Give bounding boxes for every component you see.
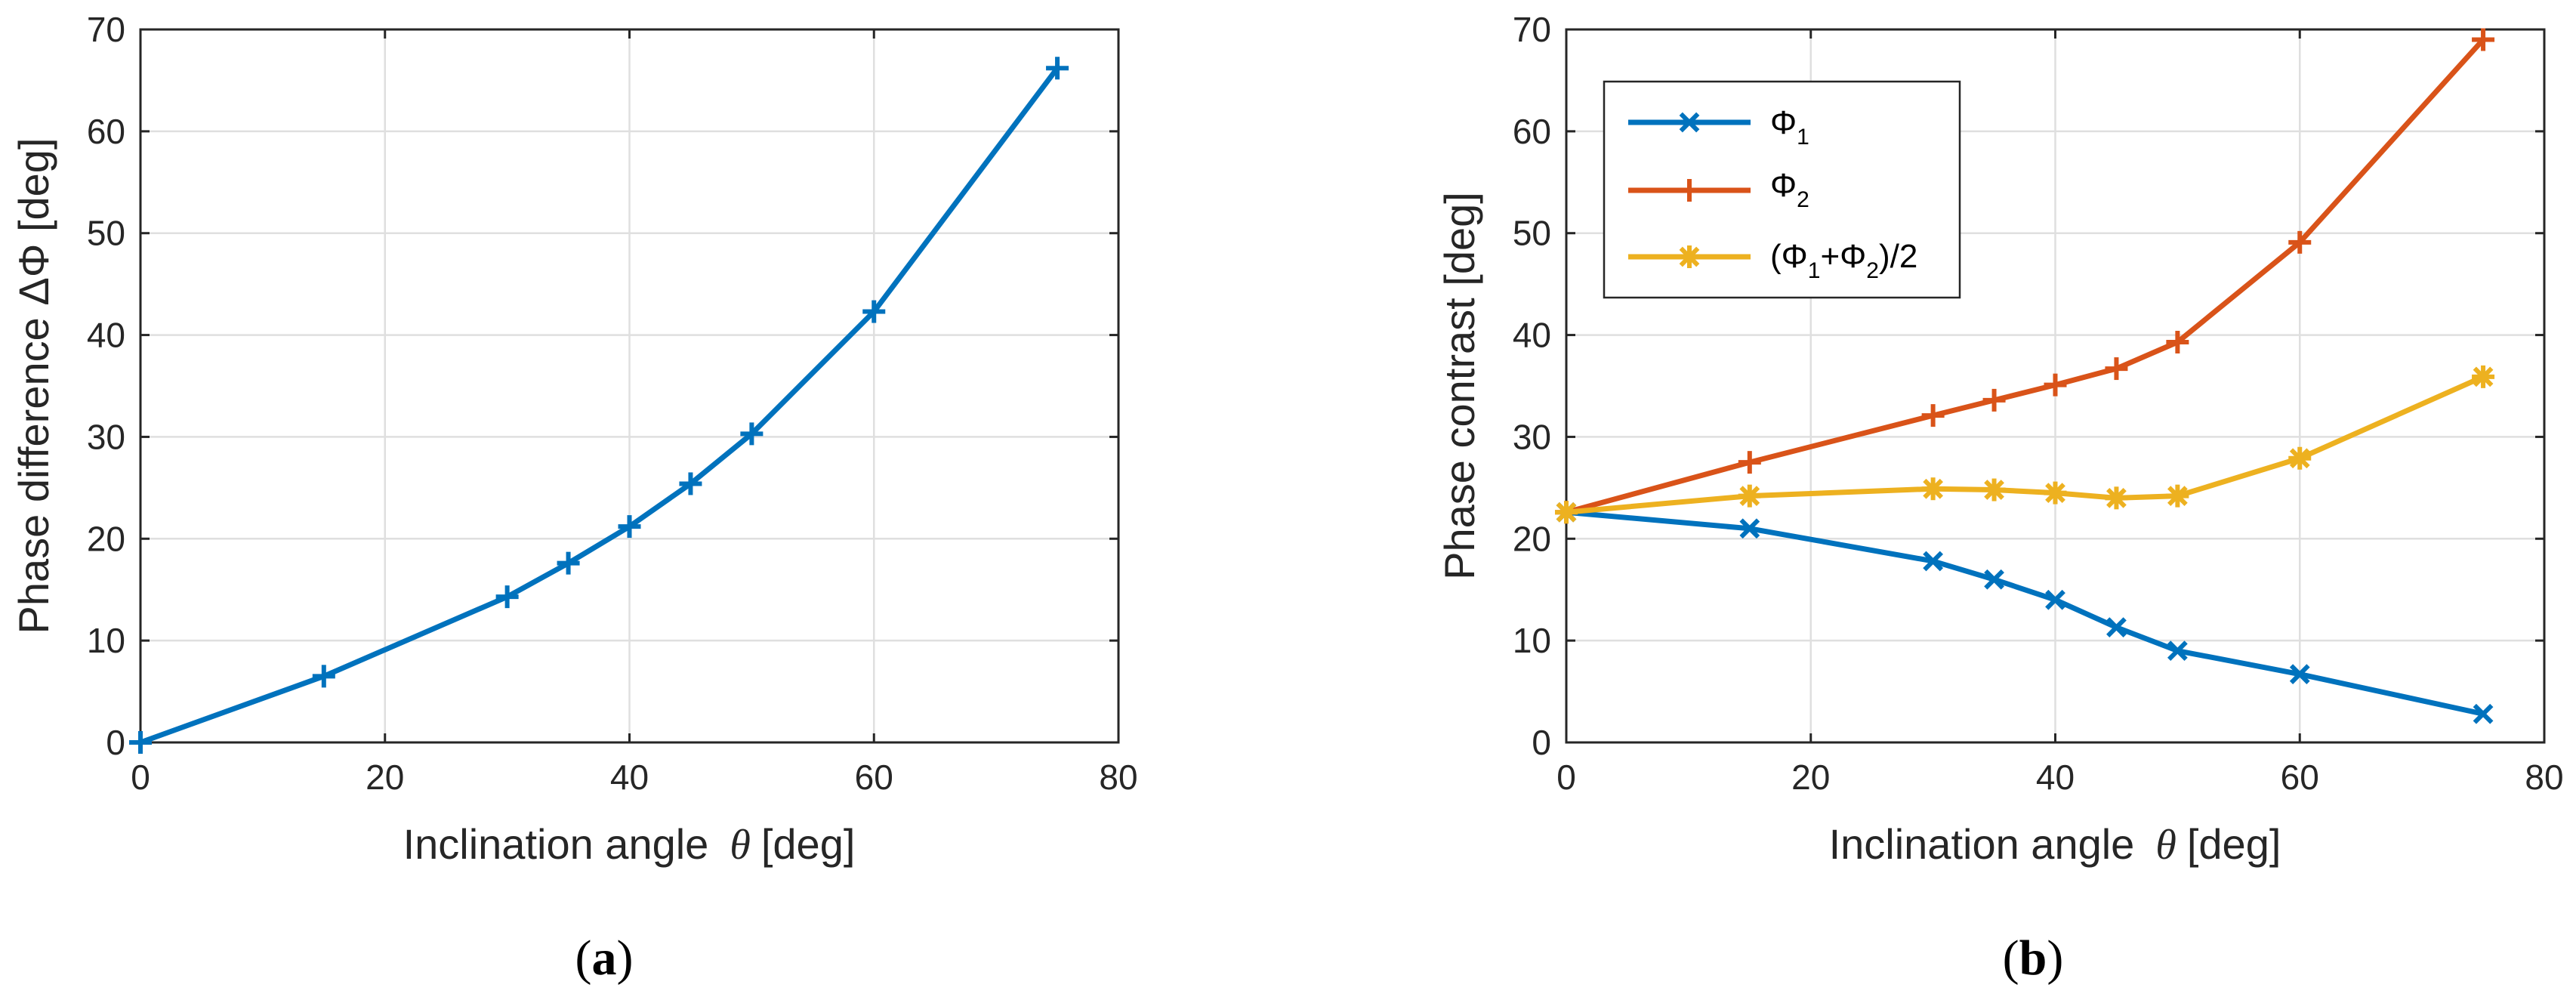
- legend-swatch-marker: [1679, 112, 1700, 133]
- b-ytick-label: 30: [1513, 417, 1551, 456]
- legend-label-phi1: Φ1: [1770, 104, 1809, 150]
- legend-swatch-phi1: [1628, 112, 1751, 133]
- legend-swatch-phi2: [1628, 179, 1751, 202]
- a-ytick-label: 60: [87, 112, 125, 151]
- b-ytick-label: 10: [1513, 621, 1551, 660]
- b-series-2-point: [1555, 501, 1578, 524]
- legend-item-phi1: Φ1: [1628, 104, 1809, 150]
- b-series-0-point: [1984, 569, 2004, 590]
- b-series-2-point: [2288, 446, 2312, 470]
- legend-item-phi2: Φ2: [1628, 167, 1809, 212]
- ylabel-a: Phase difference ΔΦ [deg]: [10, 137, 57, 634]
- b-xtick-label: 60: [2281, 758, 2319, 797]
- caption-b: (b): [2003, 930, 2064, 986]
- a-series-0-point: [495, 585, 519, 609]
- a-series-0-point: [679, 472, 702, 495]
- b-ytick-label: 40: [1513, 316, 1551, 355]
- a-series-0-point: [312, 665, 335, 688]
- b-ytick-label: 50: [1513, 214, 1551, 253]
- b-series-2-point: [2472, 365, 2495, 388]
- b-series-0-point: [2289, 664, 2310, 685]
- a-ytick-label: 70: [87, 10, 125, 49]
- ticks-b: 0 20 40 60 80 0 10 20 30 40 50 60 70: [1513, 10, 2564, 797]
- b-ytick-label: 60: [1513, 112, 1551, 151]
- b-series-line-0: [1563, 509, 2486, 717]
- b-series-1-point: [2044, 373, 2067, 397]
- b-series-2-point: [1982, 478, 2006, 501]
- legend-swatch-mean: [1628, 245, 1751, 268]
- b-series-1-point: [2472, 28, 2495, 51]
- a-xtick-label: 40: [610, 758, 649, 797]
- xlabel-a: Inclination angle θ [deg]: [403, 820, 856, 869]
- b-xtick-label: 20: [1791, 758, 1830, 797]
- b-ytick-label: 70: [1513, 10, 1551, 49]
- ticks-a: 0 20 40 60 80 0 10 20 30 40 50 60 70: [87, 10, 1138, 797]
- b-series-0-point: [2106, 617, 2127, 637]
- b-series-1-point: [1738, 451, 1761, 474]
- ylabel-b: Phase contrast [deg]: [1436, 192, 1483, 580]
- legend-b: Φ1 Φ2 (Φ1+Φ2)/2: [1603, 80, 1961, 299]
- b-series-2-point: [2166, 484, 2189, 508]
- caption-a: (a): [575, 930, 634, 986]
- b-series-0-point: [2473, 703, 2494, 724]
- a-series-0-point: [1046, 57, 1069, 80]
- b-series-1-point: [2288, 230, 2312, 254]
- b-series-line-2: [1563, 374, 2486, 515]
- b-ytick-label: 20: [1513, 519, 1551, 558]
- b-series-1-point: [1982, 388, 2006, 412]
- a-series-0-point: [740, 422, 764, 446]
- b-series-1-point: [2105, 357, 2128, 381]
- b-xtick-label: 80: [2525, 758, 2563, 797]
- a-series-0-point: [862, 300, 886, 323]
- b-series-0-point: [2045, 589, 2065, 610]
- a-series-0-point: [618, 515, 641, 539]
- a-ytick-label: 40: [87, 316, 125, 355]
- b-series-0-point: [1739, 518, 1760, 539]
- a-ytick-label: 10: [87, 621, 125, 660]
- series-a: [129, 57, 1069, 754]
- b-series-2-point: [2044, 481, 2067, 505]
- b-xtick-label: 40: [2036, 758, 2075, 797]
- legend-label-mean: (Φ1+Φ2)/2: [1770, 238, 1917, 283]
- a-xtick-label: 20: [366, 758, 404, 797]
- a-ytick-label: 0: [106, 723, 125, 762]
- b-ytick-label: 0: [1532, 723, 1551, 762]
- panel-b: 0 20 40 60 80 0 10 20 30 40 50 60 70 Inclination ang…: [1436, 10, 2564, 986]
- b-series-2-point: [1738, 484, 1761, 508]
- b-series-0-point: [2167, 640, 2188, 661]
- b-series-0-point: [1923, 551, 1943, 572]
- a-series-0-point: [557, 551, 580, 575]
- b-series-2-point: [1921, 477, 1945, 501]
- b-series-1-point: [2166, 331, 2189, 354]
- a-ytick-label: 30: [87, 417, 125, 456]
- a-xtick-label: 60: [855, 758, 893, 797]
- panel-a: 0 20 40 60 80 0 10 20 30 40 50 60 70 Inclination ang…: [10, 10, 1138, 986]
- xlabel-b: Inclination angle θ [deg]: [1829, 820, 2281, 869]
- series-b: [1555, 28, 2495, 724]
- b-series-1-point: [1921, 404, 1945, 427]
- legend-swatch-marker: [1678, 245, 1701, 268]
- a-ytick-label: 50: [87, 214, 125, 253]
- a-series-0-point: [129, 731, 152, 754]
- legend-item-mean: (Φ1+Φ2)/2: [1628, 238, 1917, 283]
- legend-swatch-marker: [1678, 179, 1701, 202]
- a-xtick-label: 80: [1099, 758, 1137, 797]
- legend-label-phi2: Φ2: [1770, 167, 1809, 212]
- b-series-2-point: [2105, 486, 2128, 510]
- b-xtick-label: 0: [1556, 758, 1576, 797]
- a-xtick-label: 0: [131, 758, 150, 797]
- grid-a: [139, 28, 1120, 744]
- a-ytick-label: 20: [87, 519, 125, 558]
